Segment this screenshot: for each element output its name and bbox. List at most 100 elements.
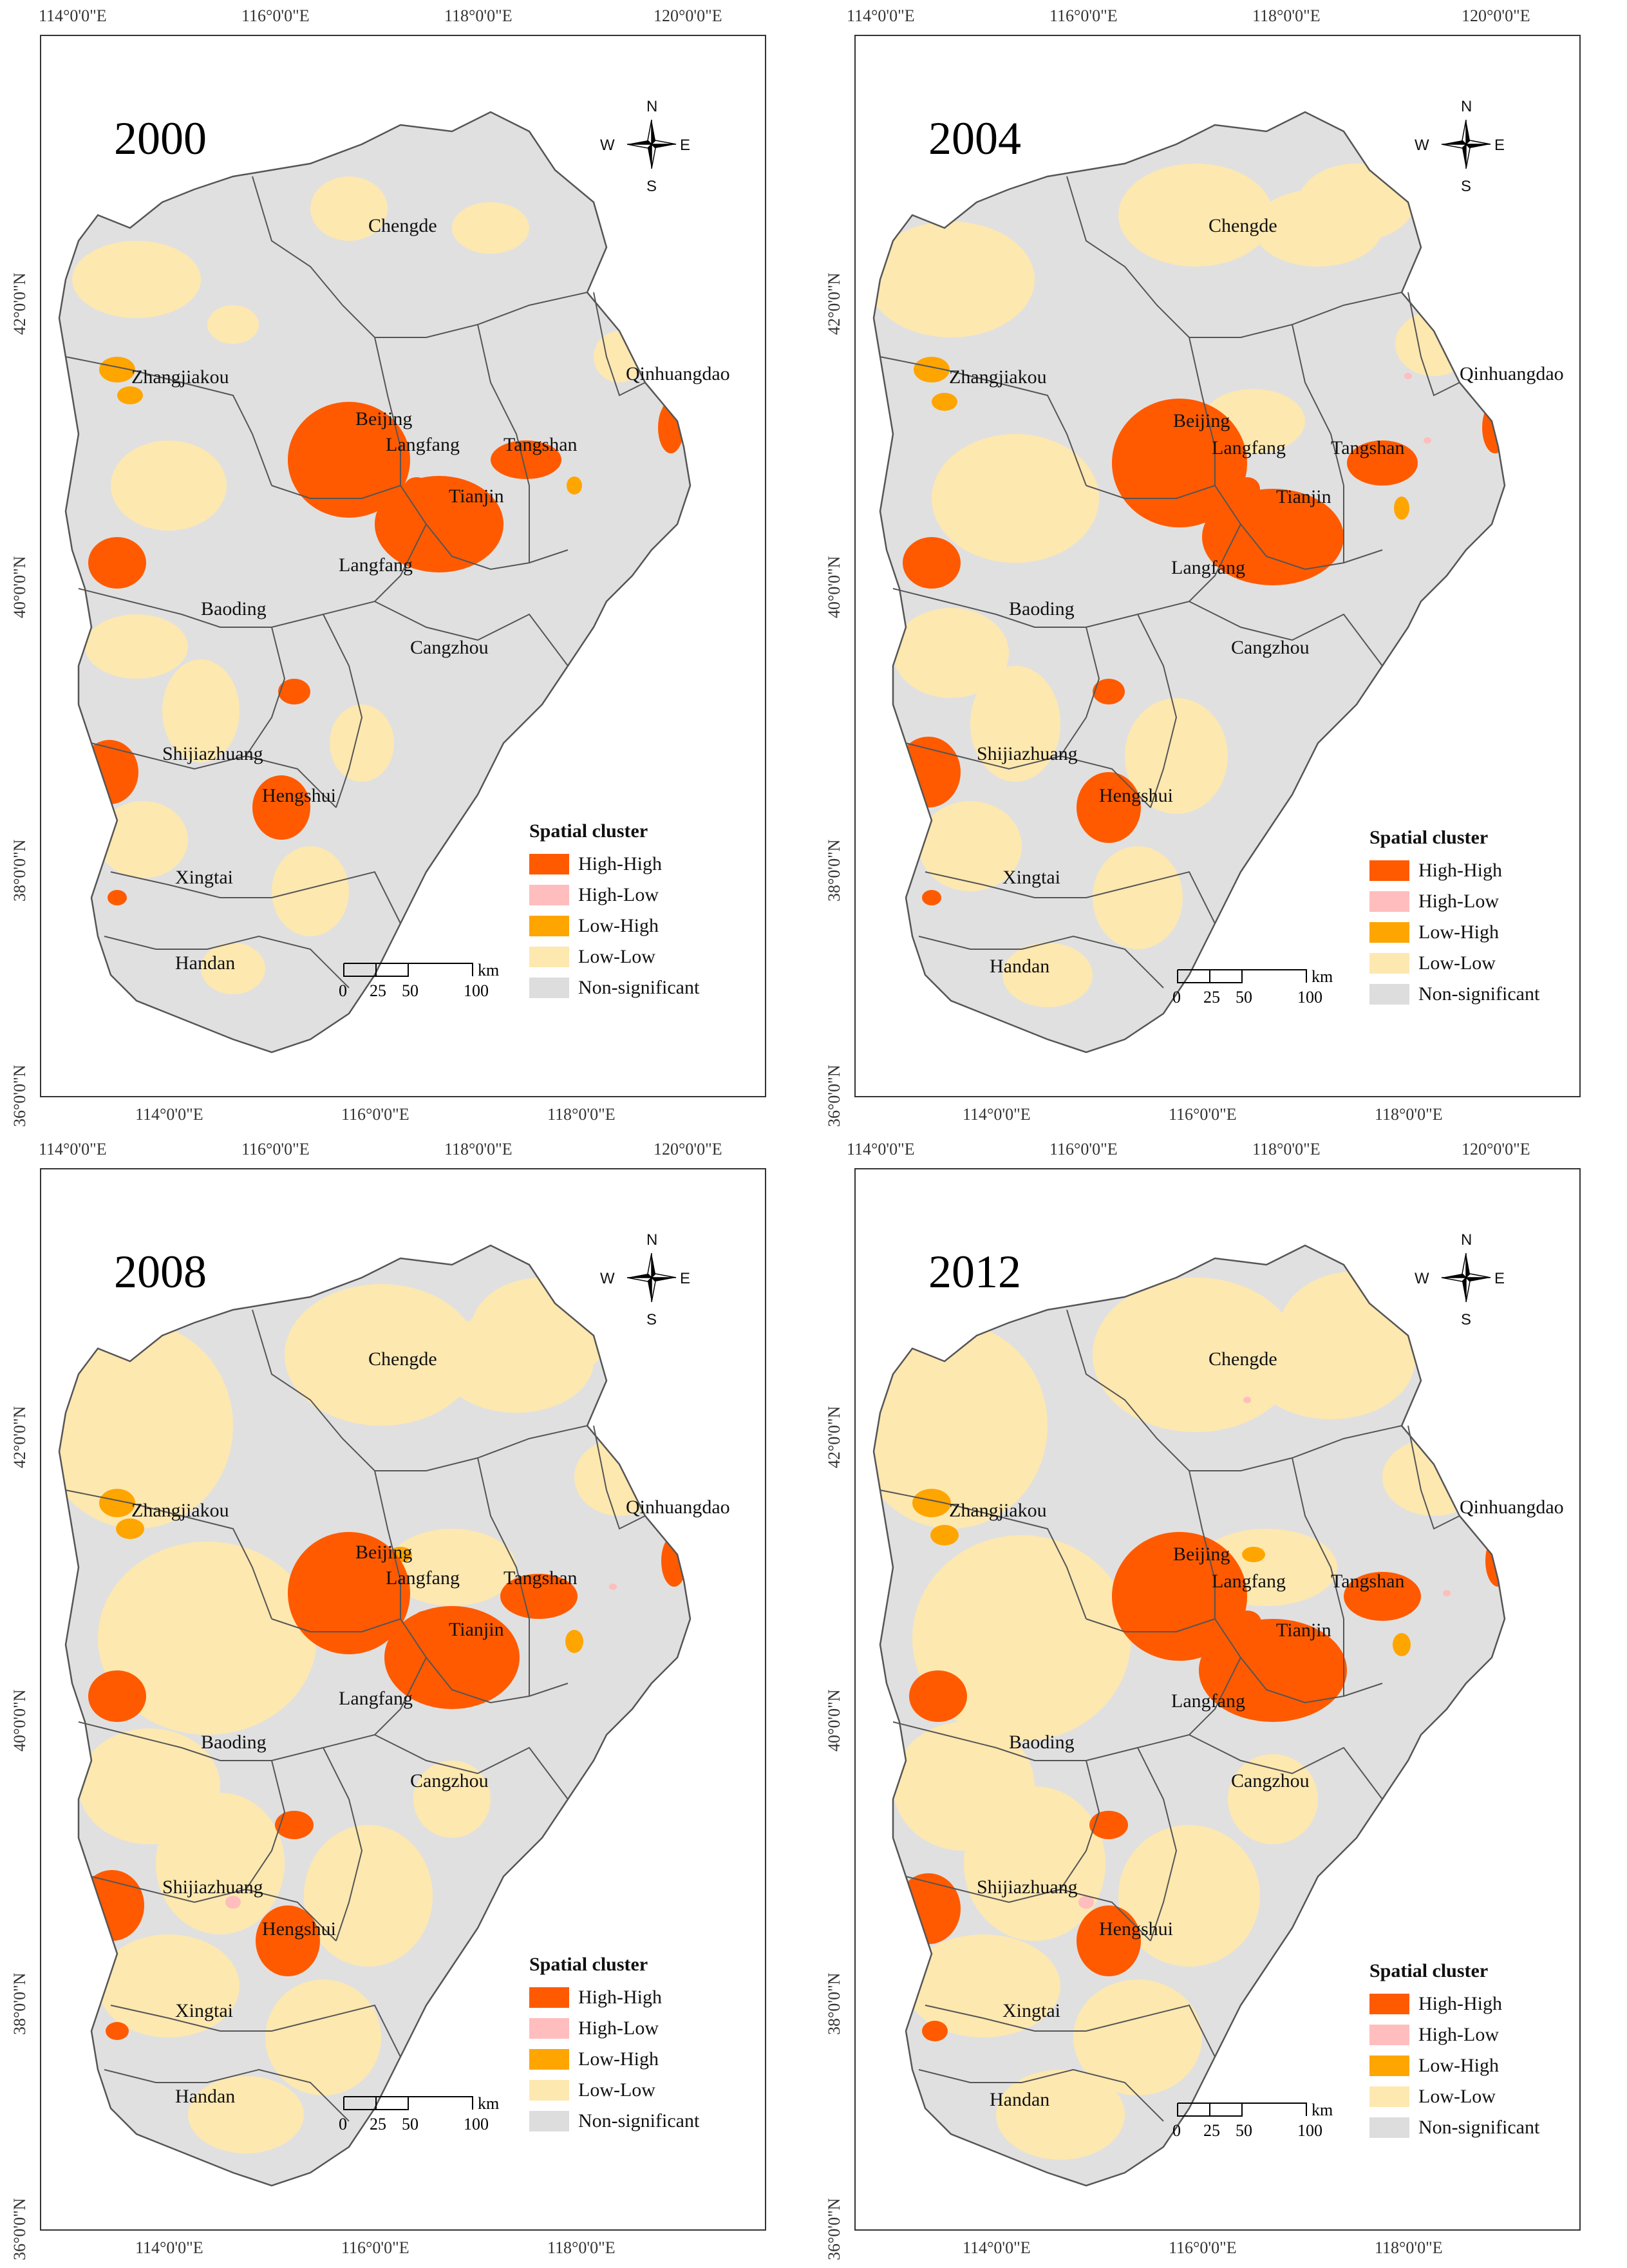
- scale-label: 100: [464, 981, 489, 1000]
- low-high-cluster: [956, 2180, 984, 2186]
- legend-label: Low-High: [578, 915, 659, 936]
- year-label: 2008: [114, 1246, 207, 1298]
- low-low-cluster: [388, 1529, 516, 1606]
- high-high-cluster: [278, 679, 310, 704]
- legend: Spatial cluster High-High High-Low Low-High…: [1369, 1960, 1539, 2143]
- compass-e-label: E: [680, 1270, 691, 1287]
- prefecture-border: [1189, 337, 1216, 486]
- legend-swatch: [529, 2080, 569, 2101]
- prefecture-border: [1407, 1425, 1460, 1530]
- low-high-cluster: [1393, 1633, 1411, 1656]
- low-low-cluster: [98, 1934, 240, 2037]
- legend-title: Spatial cluster: [1369, 827, 1489, 848]
- high-high-cluster: [88, 1670, 146, 1722]
- city-label: Qinhuangdao: [626, 1497, 730, 1518]
- scale-unit: km: [478, 961, 500, 979]
- legend-item: Non-significant: [1369, 979, 1539, 1010]
- city-label: Beijing: [355, 408, 413, 430]
- left-tick-label: 36°0'0"N: [10, 2198, 29, 2260]
- bottom-tick-label: 114°0'0"E: [963, 2238, 1031, 2257]
- city-label: Handan: [175, 2086, 236, 2107]
- city-label: Xingtai: [175, 867, 233, 888]
- city-label: Qinhuangdao: [626, 363, 730, 384]
- legend-swatch: [1369, 953, 1409, 974]
- left-tick-label: 36°0'0"N: [825, 1064, 843, 1127]
- high-high-cluster: [98, 2153, 143, 2186]
- high-high-cluster: [98, 1020, 143, 1052]
- high-high-cluster: [896, 737, 961, 808]
- city-label: Tianjin: [1276, 486, 1331, 507]
- low-high-cluster: [912, 1489, 951, 1517]
- prefecture-border: [91, 742, 337, 808]
- legend-item: Low-Low: [1369, 2081, 1539, 2112]
- scale-label: 0: [339, 981, 347, 1000]
- legend-label: High-High: [1418, 860, 1502, 881]
- low-low-cluster: [285, 1284, 478, 1426]
- scale-label: 50: [1236, 988, 1252, 1006]
- scale-label: 25: [1203, 988, 1220, 1006]
- top-tick-label: 116°0'0"E: [241, 6, 310, 25]
- high-high-cluster: [896, 1873, 961, 1944]
- low-low-cluster: [111, 440, 227, 531]
- high-high-cluster: [909, 1670, 967, 1722]
- city-label: Zhangjiakou: [131, 366, 229, 388]
- high-high-cluster: [404, 477, 429, 500]
- city-label: Handan: [175, 952, 236, 974]
- top-tick-label: 114°0'0"E: [39, 1140, 107, 1158]
- legend-label: High-Low: [1418, 891, 1499, 912]
- high-low-cluster: [1243, 1397, 1251, 1403]
- low-low-cluster: [1279, 1271, 1434, 1387]
- cluster-map: [872, 111, 1506, 1054]
- high-high-cluster: [658, 402, 684, 453]
- low-high-cluster: [565, 1630, 583, 1653]
- low-low-cluster: [912, 1535, 1131, 1741]
- low-low-cluster: [1093, 846, 1183, 949]
- city-label: Tianjin: [449, 1619, 504, 1640]
- low-high-cluster: [914, 357, 950, 383]
- region-outline: [58, 1244, 691, 2187]
- city-label: Beijing: [1173, 1544, 1230, 1565]
- prefecture-border: [245, 627, 286, 757]
- compass-n-label: N: [1461, 98, 1472, 115]
- city-label: Langfang: [339, 554, 413, 576]
- legend-item: Low-Low: [1369, 948, 1539, 979]
- region-base: [59, 112, 690, 1052]
- city-label: Hengshui: [1099, 785, 1173, 806]
- prefecture-border: [1189, 1734, 1383, 1800]
- legend-item: Low-High: [529, 2044, 699, 2075]
- prefecture-border: [65, 1489, 272, 1620]
- scale-unit: km: [1312, 967, 1333, 986]
- compass-icon: [1441, 119, 1491, 169]
- legend-swatch: [529, 2049, 569, 2070]
- legend-label: Low-High: [578, 2048, 659, 2070]
- city-label: Langfang: [1171, 1690, 1245, 1712]
- legend-swatch: [1369, 891, 1409, 912]
- city-label: Chengde: [368, 215, 437, 236]
- city-label: Tangshan: [503, 1567, 578, 1589]
- low-low-cluster: [906, 1934, 1060, 2037]
- city-label: Hengshui: [262, 1918, 336, 1940]
- compass-s-label: S: [646, 1311, 657, 1328]
- legend-item: Non-significant: [529, 2106, 699, 2137]
- city-label: Langfang: [1212, 437, 1286, 458]
- bottom-tick-label: 118°0'0"E: [1375, 2238, 1443, 2257]
- scale-label: 100: [1297, 2121, 1322, 2140]
- prefecture-border: [110, 2004, 401, 2057]
- city-label: Zhangjiakou: [131, 1500, 229, 1521]
- legend-swatch: [529, 916, 569, 936]
- legend-item: Low-High: [1369, 2050, 1539, 2081]
- low-low-cluster: [162, 659, 240, 762]
- low-low-cluster: [201, 943, 265, 994]
- high-high-cluster: [375, 476, 503, 572]
- legend-label: Low-High: [1418, 2055, 1499, 2076]
- legend-swatch: [1369, 860, 1409, 881]
- city-label: Tangshan: [503, 434, 578, 455]
- scale-bar: [1177, 2103, 1307, 2117]
- low-low-cluster: [932, 434, 1099, 563]
- top-tick-label: 118°0'0"E: [1252, 6, 1321, 25]
- top-tick-label: 120°0'0"E: [654, 1140, 722, 1158]
- low-low-cluster: [413, 1761, 491, 1838]
- high-high-cluster: [288, 402, 410, 518]
- low-low-cluster: [452, 202, 529, 254]
- legend-swatch: [529, 978, 569, 998]
